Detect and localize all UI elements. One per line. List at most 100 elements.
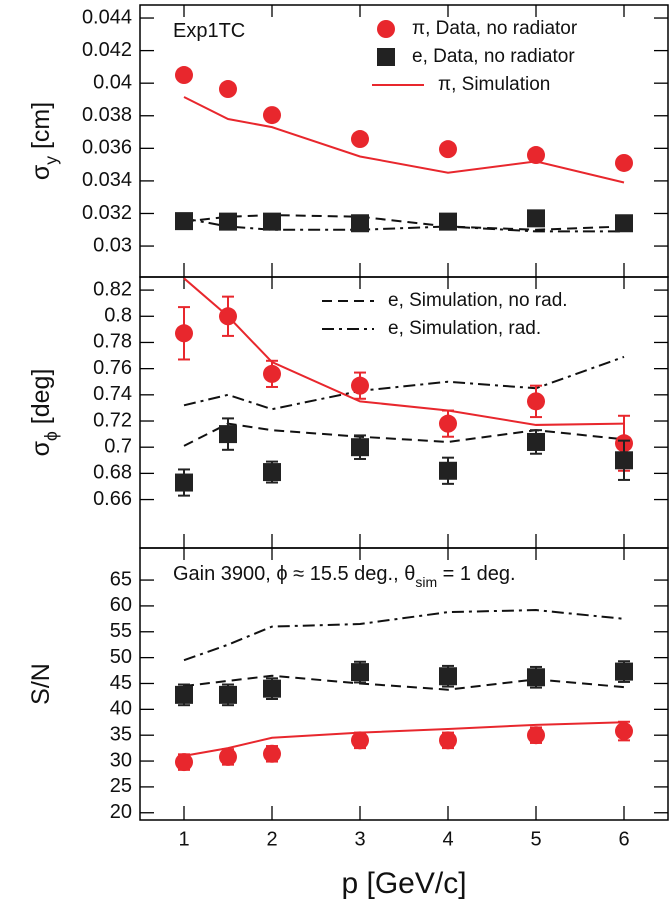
y-axis-title: σϕ [deg] [27,369,61,457]
data-point [527,146,545,165]
legend-marker [377,48,395,66]
series-line [183,355,625,411]
data-point [527,209,545,228]
annotation-part: = 1 deg. [437,563,515,585]
x-tick-label: 2 [266,828,277,850]
y-tick-label: 0.68 [93,462,132,484]
y-axis-title-part: [deg] [27,369,55,432]
y-tick-label: 0.72 [93,409,132,431]
y-tick-label: 0.76 [93,357,132,379]
data-point [615,153,633,172]
data-point [219,425,237,444]
series-line [183,214,625,231]
data-point [439,667,457,686]
y-tick-label: 0.038 [82,104,132,126]
data-point [263,106,281,125]
data-point [439,212,457,231]
y-tick-label: 30 [110,749,132,771]
x-tick-label: 3 [354,828,365,850]
y-tick-label: 40 [110,698,132,720]
legend-marker [377,20,395,38]
legend-label: π, Data, no radiator [412,18,578,39]
data-point [439,731,457,750]
y-tick-label: 0.034 [82,169,132,191]
data-point [439,140,457,159]
x-axis-title: p [GeV/c] [341,867,466,900]
data-point [439,461,457,480]
data-point [615,662,633,681]
y-axis-title-part: S/N [27,663,55,705]
annotation-part: Gain 3900, ϕ ≈ 15.5 deg., θ [173,563,415,585]
y-tick-label: 45 [110,672,132,694]
data-point [175,66,193,85]
x-tick-label: 5 [530,828,541,850]
data-point [351,214,369,233]
x-tick-label: 6 [618,828,629,850]
data-point [219,212,237,231]
x-tick-label: 4 [442,828,453,850]
y-tick-label: 0.7 [104,435,132,457]
series-line [183,674,625,691]
data-point [527,668,545,687]
data-point [263,744,281,763]
series-line [183,422,625,447]
data-point [175,473,193,492]
y-tick-label: 25 [110,775,132,797]
data-point [351,130,369,149]
data-point [219,685,237,704]
legend-label: e, Simulation, rad. [388,318,541,339]
legend-label: e, Data, no radiator [412,46,575,67]
y-tick-label: 0.78 [93,331,132,353]
y-tick-label: 35 [110,723,132,745]
data-point [263,463,281,482]
data-point [351,376,369,395]
y-axis-title-part: [cm] [27,102,55,156]
y-axis-title-part: ϕ [41,431,61,441]
data-point [263,679,281,698]
data-point [615,722,633,741]
annotation: Gain 3900, ϕ ≈ 15.5 deg., θsim = 1 deg. [173,563,516,589]
y-tick-label: 20 [110,801,132,823]
data-point [263,364,281,383]
legend-label: e, Simulation, no rad. [388,290,568,311]
y-tick-label: 0.036 [82,137,132,159]
y-axis-title-part: σ [27,164,55,180]
data-point [219,747,237,766]
data-point [439,414,457,433]
y-axis-title-part: y [41,156,61,165]
y-tick-label: 65 [110,568,132,590]
legend-label: π, Simulation [438,74,550,95]
y-tick-label: 0.74 [93,383,132,405]
data-point [219,80,237,99]
y-tick-label: 55 [110,620,132,642]
y-tick-label: 0.044 [82,6,132,28]
y-tick-label: 0.042 [82,39,132,61]
y-axis-title: S/N [27,663,55,705]
data-point [351,438,369,457]
y-tick-label: 0.66 [93,488,132,510]
data-point [527,726,545,745]
y-axis-title: σy [cm] [27,102,61,180]
annotation-part: Exp1TC [173,20,245,42]
data-point [615,214,633,233]
y-tick-label: 0.032 [82,202,132,224]
data-point [351,731,369,750]
data-point [527,392,545,411]
y-axis-title-part: σ [27,440,55,456]
data-point [527,432,545,451]
annotation-part: sim [415,574,437,590]
data-point [175,753,193,772]
x-tick-label: 1 [178,828,189,850]
data-point [615,451,633,470]
data-point [175,212,193,231]
y-tick-label: 0.04 [93,71,132,93]
y-tick-label: 60 [110,594,132,616]
series-line [183,96,625,184]
annotation: Exp1TC [173,20,245,42]
panel-frame [139,4,669,278]
data-point [175,685,193,704]
data-point [175,324,193,343]
data-point [263,212,281,231]
